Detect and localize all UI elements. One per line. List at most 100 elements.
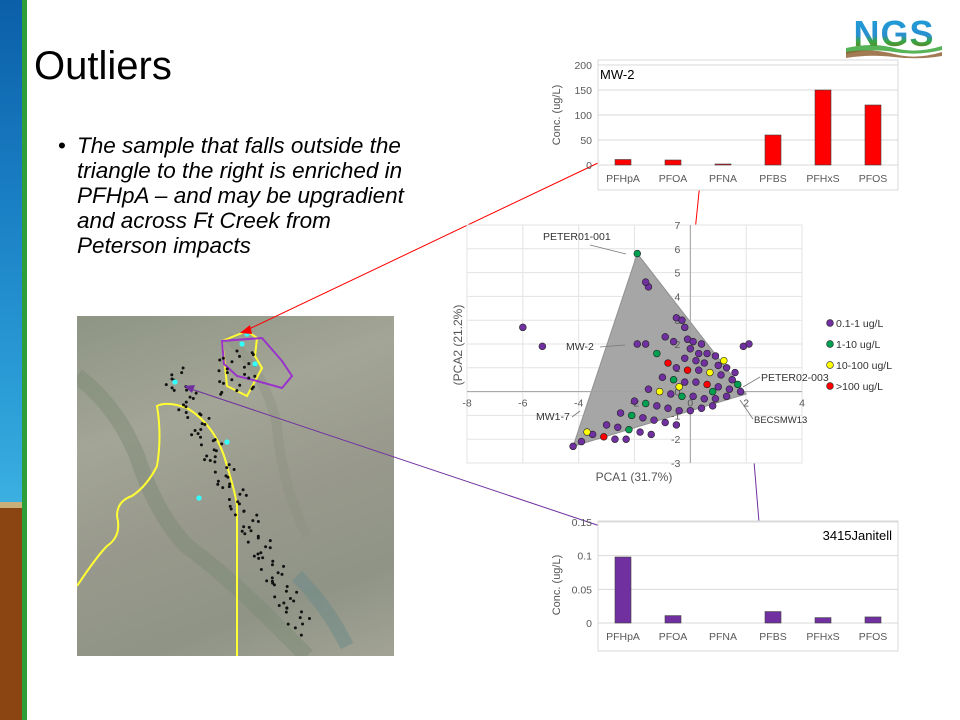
scatter-point <box>636 428 644 436</box>
scatter-point <box>700 395 708 403</box>
scatter-point <box>681 323 689 332</box>
sample-dot <box>286 622 290 626</box>
sample-dot <box>271 559 275 563</box>
x-tick-label: PFOS <box>859 173 888 185</box>
x-tick-label: PFHxS <box>806 173 839 185</box>
sample-dot <box>219 392 223 396</box>
x-tick-labels: PFHpA PFOA PFNA PFBS PFHxS PFOS <box>606 173 887 185</box>
y-axis-label: Conc. (ug/L) <box>551 555 563 616</box>
left-accent-bar-blue <box>0 0 22 505</box>
bar-series <box>614 556 882 624</box>
sample-dot <box>243 372 247 376</box>
legend-marker <box>826 340 834 348</box>
y-tick-label: 7 <box>674 220 680 232</box>
x-tick-label: PFHpA <box>606 631 640 643</box>
x-tick-label: PFBS <box>759 173 786 185</box>
scatter-point <box>722 364 731 372</box>
y-axis-label: Conc. (ug/L) <box>551 85 563 146</box>
sample-dot <box>191 396 195 400</box>
highlight-marker <box>196 495 202 501</box>
sample-dot <box>188 395 192 399</box>
sample-dot <box>255 513 259 517</box>
sample-dot <box>246 540 250 544</box>
sample-dot <box>164 383 168 387</box>
scatter-point <box>641 278 650 286</box>
scatter-point <box>630 397 639 405</box>
sample-dot <box>301 622 305 626</box>
sample-dot <box>213 438 217 442</box>
y-tick-label: 2 <box>674 339 680 351</box>
scatter-point <box>577 437 586 446</box>
sample-dot <box>177 408 181 412</box>
x-tick-labels: PFHpA PFOA PFNA PFBS PFHxS PFOS <box>606 631 887 643</box>
scatter-point <box>678 316 686 324</box>
scatter-point <box>616 409 625 417</box>
scatter-point <box>697 404 706 412</box>
scatter-point <box>669 376 678 384</box>
bar-chart-3415janitell: 00.050.10.15 PFHpA PFOA PFNA PFBS PFHxS PFOS … <box>551 517 899 652</box>
sample-dot <box>199 443 203 447</box>
x-tick-label: PFOA <box>659 173 688 185</box>
sample-dot <box>244 493 248 497</box>
sample-dot <box>257 556 261 560</box>
scatter-point <box>681 378 689 386</box>
map-boundary-yellow <box>77 402 238 656</box>
arrowhead-red-map <box>240 325 252 334</box>
sample-dot <box>232 467 236 471</box>
sample-dot <box>238 383 242 387</box>
scatter-point <box>583 428 591 436</box>
sample-dot <box>238 492 242 496</box>
sample-dot <box>259 567 263 571</box>
chart-frame <box>597 59 899 191</box>
bar-pfoa <box>664 615 682 624</box>
x-tick-label: PFBS <box>759 631 786 643</box>
y-tick-label: 150 <box>574 85 592 97</box>
scatter-point <box>686 345 695 353</box>
sample-dot <box>225 367 229 371</box>
bullet-dot: • <box>58 133 66 158</box>
sample-dot <box>268 539 272 543</box>
sample-dot <box>272 583 276 587</box>
sample-dot <box>253 374 257 378</box>
scatter-point <box>653 349 661 358</box>
x-tick-label: -4 <box>574 398 583 410</box>
sample-dot <box>235 349 239 353</box>
bar-pfhpa <box>614 159 632 166</box>
leader-mw-2 <box>599 344 626 348</box>
legend-marker <box>826 361 834 369</box>
y-tick-label: 0.15 <box>572 517 593 529</box>
label-peter01-001: PETER01-001 <box>543 231 611 243</box>
label-becsmw13: BECSMW13 <box>754 415 807 426</box>
scatter-point <box>711 395 720 403</box>
sample-dots <box>164 349 311 637</box>
x-tick-label: PFNA <box>709 173 737 185</box>
sample-dot <box>225 466 229 470</box>
sample-dot <box>292 599 296 603</box>
sample-dot <box>261 556 265 560</box>
sample-dot <box>256 552 260 556</box>
sample-dot <box>193 429 197 433</box>
left-accent-bar-brown <box>0 508 22 720</box>
sample-dot <box>217 369 221 373</box>
scatter-point <box>739 342 748 351</box>
x-tick-label: PFHpA <box>606 173 640 185</box>
bar-pfos <box>864 616 882 624</box>
sample-dot <box>299 633 303 637</box>
sample-dot <box>270 576 274 580</box>
sample-dot <box>208 459 212 463</box>
scatter-point <box>683 366 692 374</box>
sample-dot <box>194 391 198 395</box>
scatter-point <box>655 387 664 396</box>
bar-pfhpa <box>614 556 632 624</box>
sample-dot <box>284 589 288 593</box>
bullet-text: The sample that falls outside the triang… <box>77 133 404 258</box>
y-tick-label: 0.1 <box>577 551 592 563</box>
sample-dot <box>282 601 286 605</box>
sample-dot <box>227 463 231 467</box>
aerial-map <box>77 316 394 656</box>
sample-dot <box>182 403 186 407</box>
sample-dot <box>288 597 292 601</box>
scatter-point <box>653 402 661 410</box>
scatter-point <box>703 380 711 389</box>
sample-dot <box>242 525 246 529</box>
